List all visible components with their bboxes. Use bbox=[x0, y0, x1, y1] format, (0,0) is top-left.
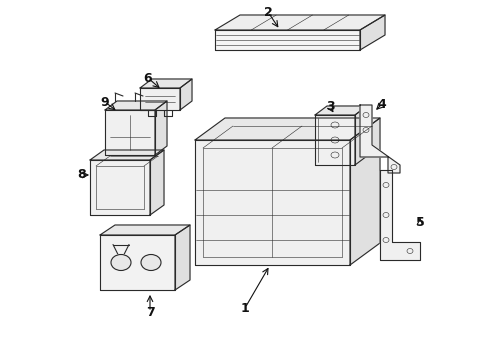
Polygon shape bbox=[350, 118, 380, 265]
Polygon shape bbox=[155, 101, 167, 155]
Polygon shape bbox=[360, 105, 400, 173]
Polygon shape bbox=[105, 101, 167, 110]
Polygon shape bbox=[175, 225, 190, 290]
Text: 6: 6 bbox=[144, 72, 152, 85]
Polygon shape bbox=[90, 160, 150, 215]
Polygon shape bbox=[140, 79, 192, 88]
Polygon shape bbox=[355, 106, 367, 165]
Text: 7: 7 bbox=[146, 306, 154, 319]
Ellipse shape bbox=[141, 255, 161, 270]
Polygon shape bbox=[315, 115, 355, 165]
Ellipse shape bbox=[111, 255, 131, 270]
Polygon shape bbox=[100, 225, 190, 235]
Polygon shape bbox=[140, 88, 180, 110]
Polygon shape bbox=[215, 30, 360, 50]
Polygon shape bbox=[180, 79, 192, 110]
Text: 5: 5 bbox=[416, 216, 424, 229]
Text: 2: 2 bbox=[264, 5, 272, 18]
Polygon shape bbox=[150, 150, 164, 215]
Polygon shape bbox=[215, 15, 385, 30]
Text: 4: 4 bbox=[378, 98, 387, 111]
Polygon shape bbox=[380, 170, 420, 260]
Text: 8: 8 bbox=[78, 168, 86, 181]
Text: 3: 3 bbox=[326, 100, 334, 113]
Text: 9: 9 bbox=[100, 95, 109, 108]
Polygon shape bbox=[315, 106, 367, 115]
Polygon shape bbox=[195, 140, 350, 265]
Polygon shape bbox=[100, 235, 175, 290]
Polygon shape bbox=[90, 150, 164, 160]
Polygon shape bbox=[195, 118, 380, 140]
Text: 1: 1 bbox=[241, 302, 249, 315]
Polygon shape bbox=[360, 15, 385, 50]
Polygon shape bbox=[105, 110, 155, 155]
